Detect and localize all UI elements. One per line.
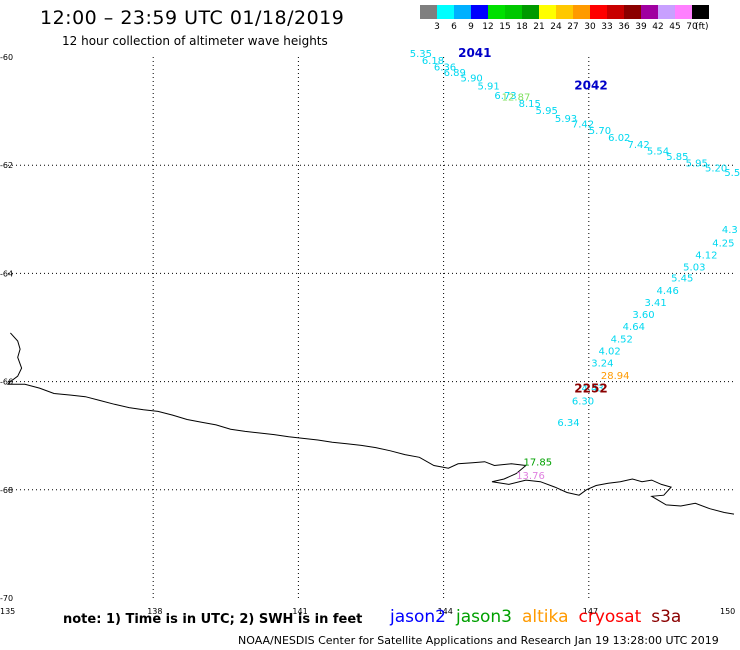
coastline — [6, 332, 735, 515]
track-id-label: 2252 — [574, 381, 607, 395]
legend-label: 27 — [567, 22, 579, 32]
track-id-label: 2042 — [574, 78, 607, 92]
lat-tick-label: -60 — [0, 53, 13, 62]
wave-height-value: 5.95 — [536, 106, 558, 117]
legend-swatch — [522, 5, 539, 19]
legend-swatch — [437, 5, 454, 19]
lon-tick-label: 141 — [292, 607, 307, 616]
legend-swatch — [488, 5, 505, 19]
wave-height-value: 4.02 — [598, 347, 620, 358]
wave-height-value: 6.73 — [494, 91, 516, 102]
legend-swatch — [420, 5, 437, 19]
wave-height-value: 4.46 — [657, 286, 679, 297]
legend-swatch — [573, 5, 590, 19]
wave-height-value: 3.24 — [591, 358, 613, 369]
wave-height-value: 5.54 — [647, 146, 669, 157]
legend-label: 36 — [618, 22, 630, 32]
wave-height-value: 5.45 — [671, 274, 693, 285]
legend-label: 30 — [584, 22, 596, 32]
wave-height-value: 5.56 — [724, 168, 740, 179]
legend-swatch — [607, 5, 624, 19]
wave-height-value: 12.87 — [502, 92, 531, 103]
wave-height-value: 6.89 — [444, 68, 466, 79]
wave-height-value: 5.70 — [589, 126, 611, 137]
satellite-altika: altika — [522, 607, 569, 627]
legend-label: 42 — [652, 22, 664, 32]
legend-swatch — [641, 5, 658, 19]
wave-height-value: 7.42 — [572, 119, 594, 130]
legend-label: 12 — [482, 22, 494, 32]
legend-swatch — [556, 5, 573, 19]
lon-tick-label: 135 — [0, 607, 15, 616]
legend-label: 24 — [550, 22, 562, 32]
wave-height-value: 4.64 — [623, 322, 645, 333]
legend-label: 33 — [601, 22, 613, 32]
wave-height-value: 5.20 — [705, 164, 727, 175]
legend-unit: (ft) — [695, 22, 709, 32]
wave-height-value: 4.43 — [582, 383, 604, 394]
legend-label: 18 — [516, 22, 528, 32]
chart-subtitle: 12 hour collection of altimeter wave hei… — [62, 34, 328, 48]
wave-height-value: 3.41 — [644, 298, 666, 309]
lon-tick-label: 147 — [583, 607, 598, 616]
wave-height-value: 5.35 — [410, 49, 432, 60]
legend-swatch — [624, 5, 641, 19]
credit-line: NOAA/NESDIS Center for Satellite Applica… — [238, 634, 719, 647]
legend-swatch — [675, 5, 692, 19]
lon-tick-label: 138 — [147, 607, 162, 616]
legend-label: 39 — [635, 22, 647, 32]
wave-height-value: 17.85 — [523, 457, 552, 468]
satellite-s3a: s3a — [651, 607, 682, 627]
wave-height-value: 5.95 — [686, 158, 708, 169]
wave-height-value: 4.3 — [722, 225, 738, 236]
lon-tick-label: 150 — [720, 607, 735, 616]
track-id-label: 2041 — [458, 46, 491, 60]
footer-note: note: 1) Time is in UTC; 2) SWH is in fe… — [63, 612, 363, 627]
legend-label: 3 — [434, 22, 440, 32]
wave-height-value: 28.94 — [601, 371, 630, 382]
legend-swatch — [471, 5, 488, 19]
wave-height-value: 6.36 — [434, 63, 456, 74]
satellite-jason3: jason3 — [456, 607, 512, 627]
legend-label: 9 — [468, 22, 474, 32]
wave-height-value: 4.25 — [712, 238, 734, 249]
satellite-cryosat: cryosat — [578, 607, 642, 627]
wave-height-value: 3.60 — [632, 310, 654, 321]
wave-height-value: 13.76 — [516, 471, 545, 482]
chart-title: 12:00 – 23:59 UTC 01/18/2019 — [40, 7, 345, 29]
lat-tick-label: -62 — [0, 161, 13, 170]
legend-swatch — [454, 5, 471, 19]
lon-tick-label: 144 — [438, 607, 453, 616]
lat-tick-label: -64 — [0, 269, 13, 278]
wave-height-value: 6.02 — [608, 133, 630, 144]
wave-height-value: 5.90 — [461, 73, 483, 84]
wave-height-value: 4.12 — [695, 250, 717, 261]
lat-tick-label: -68 — [0, 486, 13, 495]
wave-height-value: 4.52 — [611, 335, 633, 346]
lat-tick-label: -70 — [0, 594, 13, 603]
legend-swatch — [590, 5, 607, 19]
wave-height-value: 6.18 — [422, 56, 444, 67]
wave-height-value: 8.15 — [519, 99, 541, 110]
legend-label: 6 — [451, 22, 457, 32]
lat-tick-label: -66 — [0, 378, 13, 387]
satellite-jason2: jason2 — [390, 607, 446, 627]
wave-height-value: 5.93 — [555, 114, 577, 125]
wave-height-value: 6.34 — [557, 418, 579, 429]
legend-label: 45 — [669, 22, 681, 32]
wave-height-value: 6.30 — [572, 396, 594, 407]
legend-swatch — [658, 5, 675, 19]
legend-swatch — [539, 5, 556, 19]
wave-height-value: 5.91 — [477, 81, 499, 92]
wave-height-value: 5.03 — [683, 263, 705, 274]
legend-label: 15 — [499, 22, 511, 32]
wave-height-value: 5.85 — [666, 152, 688, 163]
wave-height-value: 7.42 — [628, 140, 650, 151]
legend-swatch — [505, 5, 522, 19]
satellite-legend: jason2 jason3 altika cryosat s3a — [390, 607, 691, 627]
legend-label: 21 — [533, 22, 545, 32]
legend-swatch — [692, 5, 709, 19]
legend-label: 70 — [686, 22, 698, 32]
